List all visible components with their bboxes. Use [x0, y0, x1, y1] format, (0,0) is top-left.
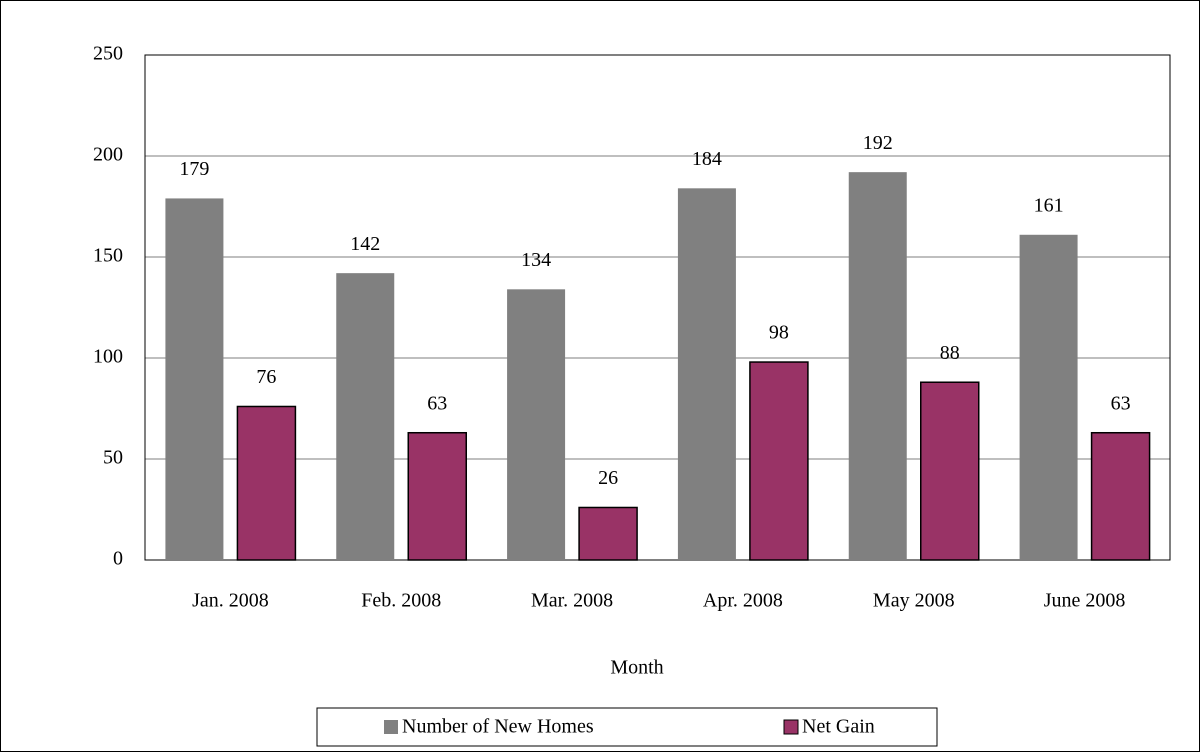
y-tick-label: 250	[93, 43, 123, 65]
x-tick-label: May 2008	[873, 590, 955, 612]
legend-label: Net Gain	[802, 716, 875, 738]
bar	[236, 405, 297, 561]
data-label: 63	[1111, 392, 1131, 414]
data-label: 63	[427, 392, 447, 414]
bar	[677, 188, 736, 560]
plot-area	[144, 54, 1171, 561]
data-label: 134	[521, 249, 551, 271]
legend-box	[316, 707, 938, 747]
bar	[578, 506, 638, 561]
data-label: 98	[769, 322, 789, 344]
data-label: 142	[350, 233, 380, 255]
bar	[165, 198, 224, 561]
y-tick-label: 50	[103, 447, 123, 469]
x-tick-label: Apr. 2008	[703, 590, 783, 612]
y-tick-label: 200	[93, 144, 123, 166]
bar	[507, 289, 566, 560]
x-tick-label: Feb. 2008	[361, 590, 441, 612]
bar	[336, 273, 395, 560]
data-label: 184	[692, 148, 722, 170]
bar	[407, 431, 467, 561]
data-label: 76	[256, 366, 276, 388]
data-label: 88	[940, 342, 960, 364]
legend-label: Number of New Homes	[402, 716, 594, 738]
data-label: 192	[863, 132, 893, 154]
x-tick-label: Mar. 2008	[531, 590, 613, 612]
legend-swatch	[384, 720, 398, 734]
x-tick-label: June 2008	[1044, 590, 1126, 612]
bar	[848, 172, 907, 560]
data-label: 26	[598, 467, 618, 489]
y-tick-label: 100	[93, 346, 123, 368]
bar	[1019, 234, 1078, 560]
bar	[749, 361, 809, 561]
data-label: 161	[1034, 194, 1064, 216]
legend-swatch	[783, 719, 799, 735]
bar	[1090, 431, 1151, 561]
bar	[920, 381, 980, 561]
y-tick-label: 0	[113, 548, 123, 570]
data-label: 179	[179, 158, 209, 180]
y-tick-label: 150	[93, 245, 123, 267]
x-tick-label: Jan. 2008	[192, 590, 269, 612]
x-axis-label: Month	[610, 657, 663, 679]
